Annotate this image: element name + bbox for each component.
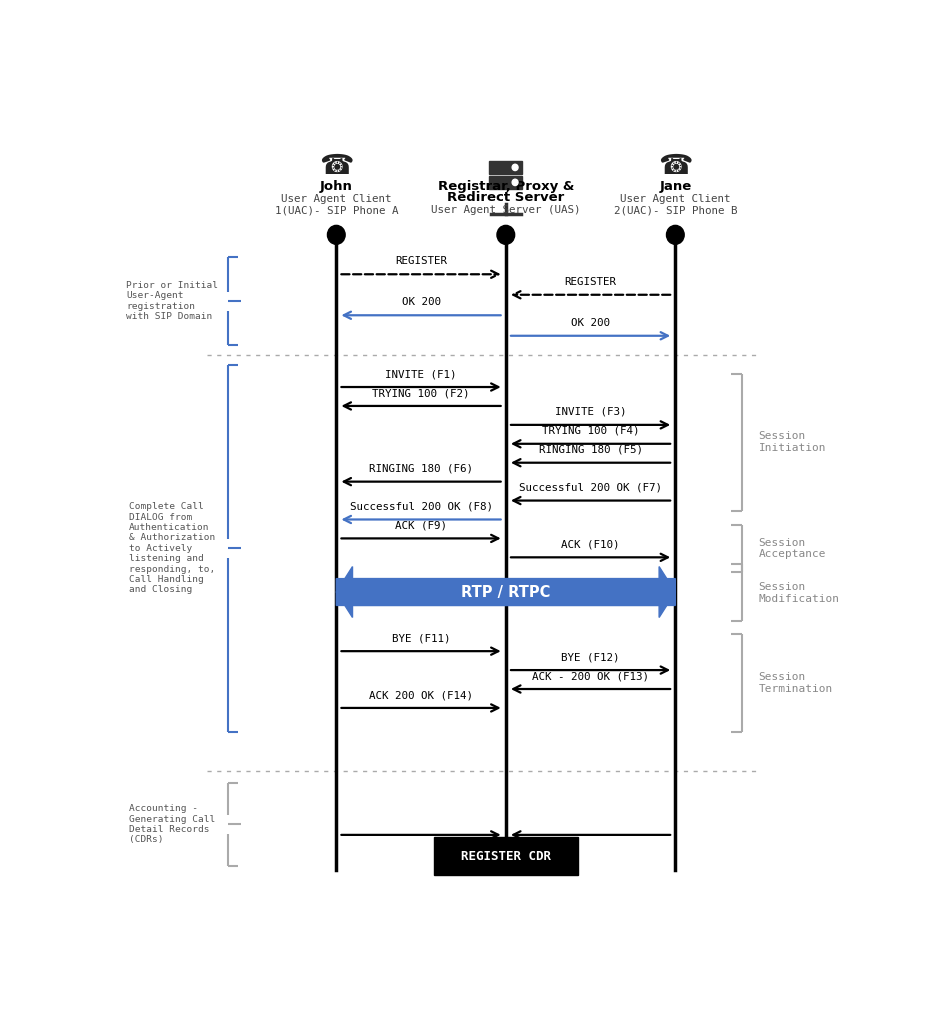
Text: Complete Call
DIALOG from
Authentication
& Authorization
to Actively
listening a: Complete Call DIALOG from Authentication…	[128, 502, 215, 594]
FancyBboxPatch shape	[489, 176, 522, 189]
Text: Session
Modification: Session Modification	[759, 582, 840, 603]
Text: BYE (F12): BYE (F12)	[561, 652, 620, 663]
Text: Session
Initiation: Session Initiation	[759, 431, 826, 453]
Text: John: John	[320, 180, 353, 194]
Text: ACK (F9): ACK (F9)	[395, 520, 447, 530]
Text: RINGING 180 (F5): RINGING 180 (F5)	[538, 444, 643, 455]
Text: Registrar, Proxy &: Registrar, Proxy &	[437, 180, 574, 194]
Text: ACK (F10): ACK (F10)	[561, 540, 620, 550]
Text: User Agent Client: User Agent Client	[620, 195, 730, 205]
Text: User Agent Client: User Agent Client	[281, 195, 392, 205]
Text: 2(UAC)- SIP Phone B: 2(UAC)- SIP Phone B	[613, 206, 737, 215]
Text: ACK - 200 OK (F13): ACK - 200 OK (F13)	[532, 671, 650, 681]
FancyBboxPatch shape	[489, 161, 522, 174]
Text: INVITE (F1): INVITE (F1)	[385, 369, 456, 379]
Text: ☎: ☎	[658, 153, 692, 180]
Text: Session
Termination: Session Termination	[759, 672, 833, 693]
Text: REGISTER: REGISTER	[565, 276, 616, 287]
Circle shape	[513, 164, 518, 171]
Circle shape	[513, 179, 518, 185]
Text: Successful 200 OK (F7): Successful 200 OK (F7)	[519, 482, 662, 493]
FancyArrow shape	[337, 566, 675, 617]
Text: Session
Acceptance: Session Acceptance	[759, 538, 826, 559]
Text: User Agent Server (UAS): User Agent Server (UAS)	[431, 205, 580, 215]
Text: REGISTER: REGISTER	[395, 256, 447, 266]
Text: ☎: ☎	[319, 153, 354, 180]
Text: Redirect Server: Redirect Server	[447, 191, 565, 204]
Text: OK 200: OK 200	[571, 317, 611, 328]
Text: Prior or Initial
User-Agent
registration
with SIP Domain: Prior or Initial User-Agent registration…	[126, 281, 218, 322]
Text: REGISTER CDR: REGISTER CDR	[461, 850, 551, 862]
Text: RTP / RTPC: RTP / RTPC	[461, 585, 551, 599]
Text: TRYING 100 (F4): TRYING 100 (F4)	[542, 426, 639, 436]
Circle shape	[497, 225, 514, 245]
Text: Jane: Jane	[659, 180, 691, 194]
Circle shape	[667, 225, 684, 245]
FancyBboxPatch shape	[434, 838, 577, 876]
Text: BYE (F11): BYE (F11)	[392, 633, 451, 643]
Text: RINGING 180 (F6): RINGING 180 (F6)	[369, 464, 473, 474]
Text: OK 200: OK 200	[401, 297, 440, 307]
Text: 1(UAC)- SIP Phone A: 1(UAC)- SIP Phone A	[275, 206, 398, 215]
Text: TRYING 100 (F2): TRYING 100 (F2)	[372, 388, 470, 398]
Circle shape	[327, 225, 345, 245]
Text: Accounting -
Generating Call
Detail Records
(CDRs): Accounting - Generating Call Detail Reco…	[128, 804, 215, 845]
Text: Successful 200 OK (F8): Successful 200 OK (F8)	[350, 502, 493, 512]
FancyArrow shape	[337, 566, 675, 617]
Text: INVITE (F3): INVITE (F3)	[554, 407, 627, 417]
Text: ACK 200 OK (F14): ACK 200 OK (F14)	[369, 690, 473, 700]
